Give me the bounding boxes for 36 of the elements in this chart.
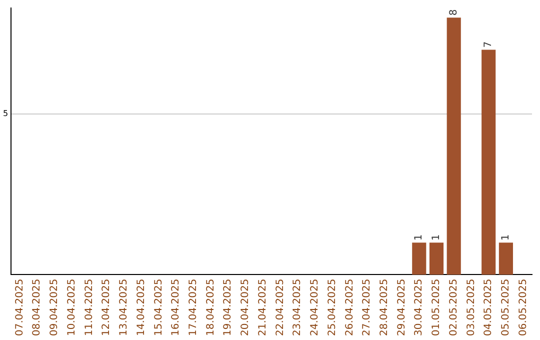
x-tick-label: 11.04.2025 bbox=[84, 278, 95, 336]
x-tick-label: 23.04.2025 bbox=[292, 278, 304, 336]
x-tick-label: 09.04.2025 bbox=[49, 278, 60, 336]
x-tick-label: 18.04.2025 bbox=[205, 278, 216, 336]
data-label: 8 bbox=[448, 9, 460, 16]
x-tick-label: 27.04.2025 bbox=[362, 278, 373, 336]
x-tick-label: 24.04.2025 bbox=[310, 278, 321, 336]
x-tick-label: 04.05.2025 bbox=[483, 278, 494, 336]
data-label: 1 bbox=[500, 234, 512, 241]
data-label: 7 bbox=[483, 41, 494, 48]
x-tick-label: 05.05.2025 bbox=[500, 278, 512, 336]
data-label: 1 bbox=[431, 234, 442, 241]
x-tick-label: 28.04.2025 bbox=[379, 278, 390, 336]
x-tick-label: 25.04.2025 bbox=[326, 278, 338, 336]
x-tick-label: 19.04.2025 bbox=[222, 278, 234, 336]
y-tick-label: 5 bbox=[2, 109, 8, 118]
x-tick-label: 03.05.2025 bbox=[466, 278, 477, 336]
x-tick-label: 10.04.2025 bbox=[66, 278, 78, 336]
x-tick-label: 29.04.2025 bbox=[396, 278, 408, 336]
x-tick-label: 07.04.2025 bbox=[14, 278, 26, 336]
x-tick-label: 26.04.2025 bbox=[344, 278, 356, 336]
x-tick-label: 14.04.2025 bbox=[136, 278, 147, 336]
x-tick-label: 22.04.2025 bbox=[274, 278, 286, 336]
x-tick-label: 02.05.2025 bbox=[448, 278, 460, 336]
x-tick-label: 17.04.2025 bbox=[188, 278, 199, 336]
x-tick-label: 13.04.2025 bbox=[118, 278, 130, 336]
x-tick-label: 30.04.2025 bbox=[414, 278, 425, 336]
x-tick-label: 06.05.2025 bbox=[518, 278, 529, 336]
x-tick-label: 12.04.2025 bbox=[101, 278, 112, 336]
x-tick-label: 21.04.2025 bbox=[257, 278, 268, 336]
x-tick-label: 16.04.2025 bbox=[170, 278, 182, 336]
x-tick-label: 15.04.2025 bbox=[153, 278, 164, 336]
x-tick-label: 08.04.2025 bbox=[32, 278, 43, 336]
x-tick-label: 20.04.2025 bbox=[240, 278, 252, 336]
x-tick-label: 01.05.2025 bbox=[431, 278, 442, 336]
data-label: 1 bbox=[414, 234, 425, 241]
